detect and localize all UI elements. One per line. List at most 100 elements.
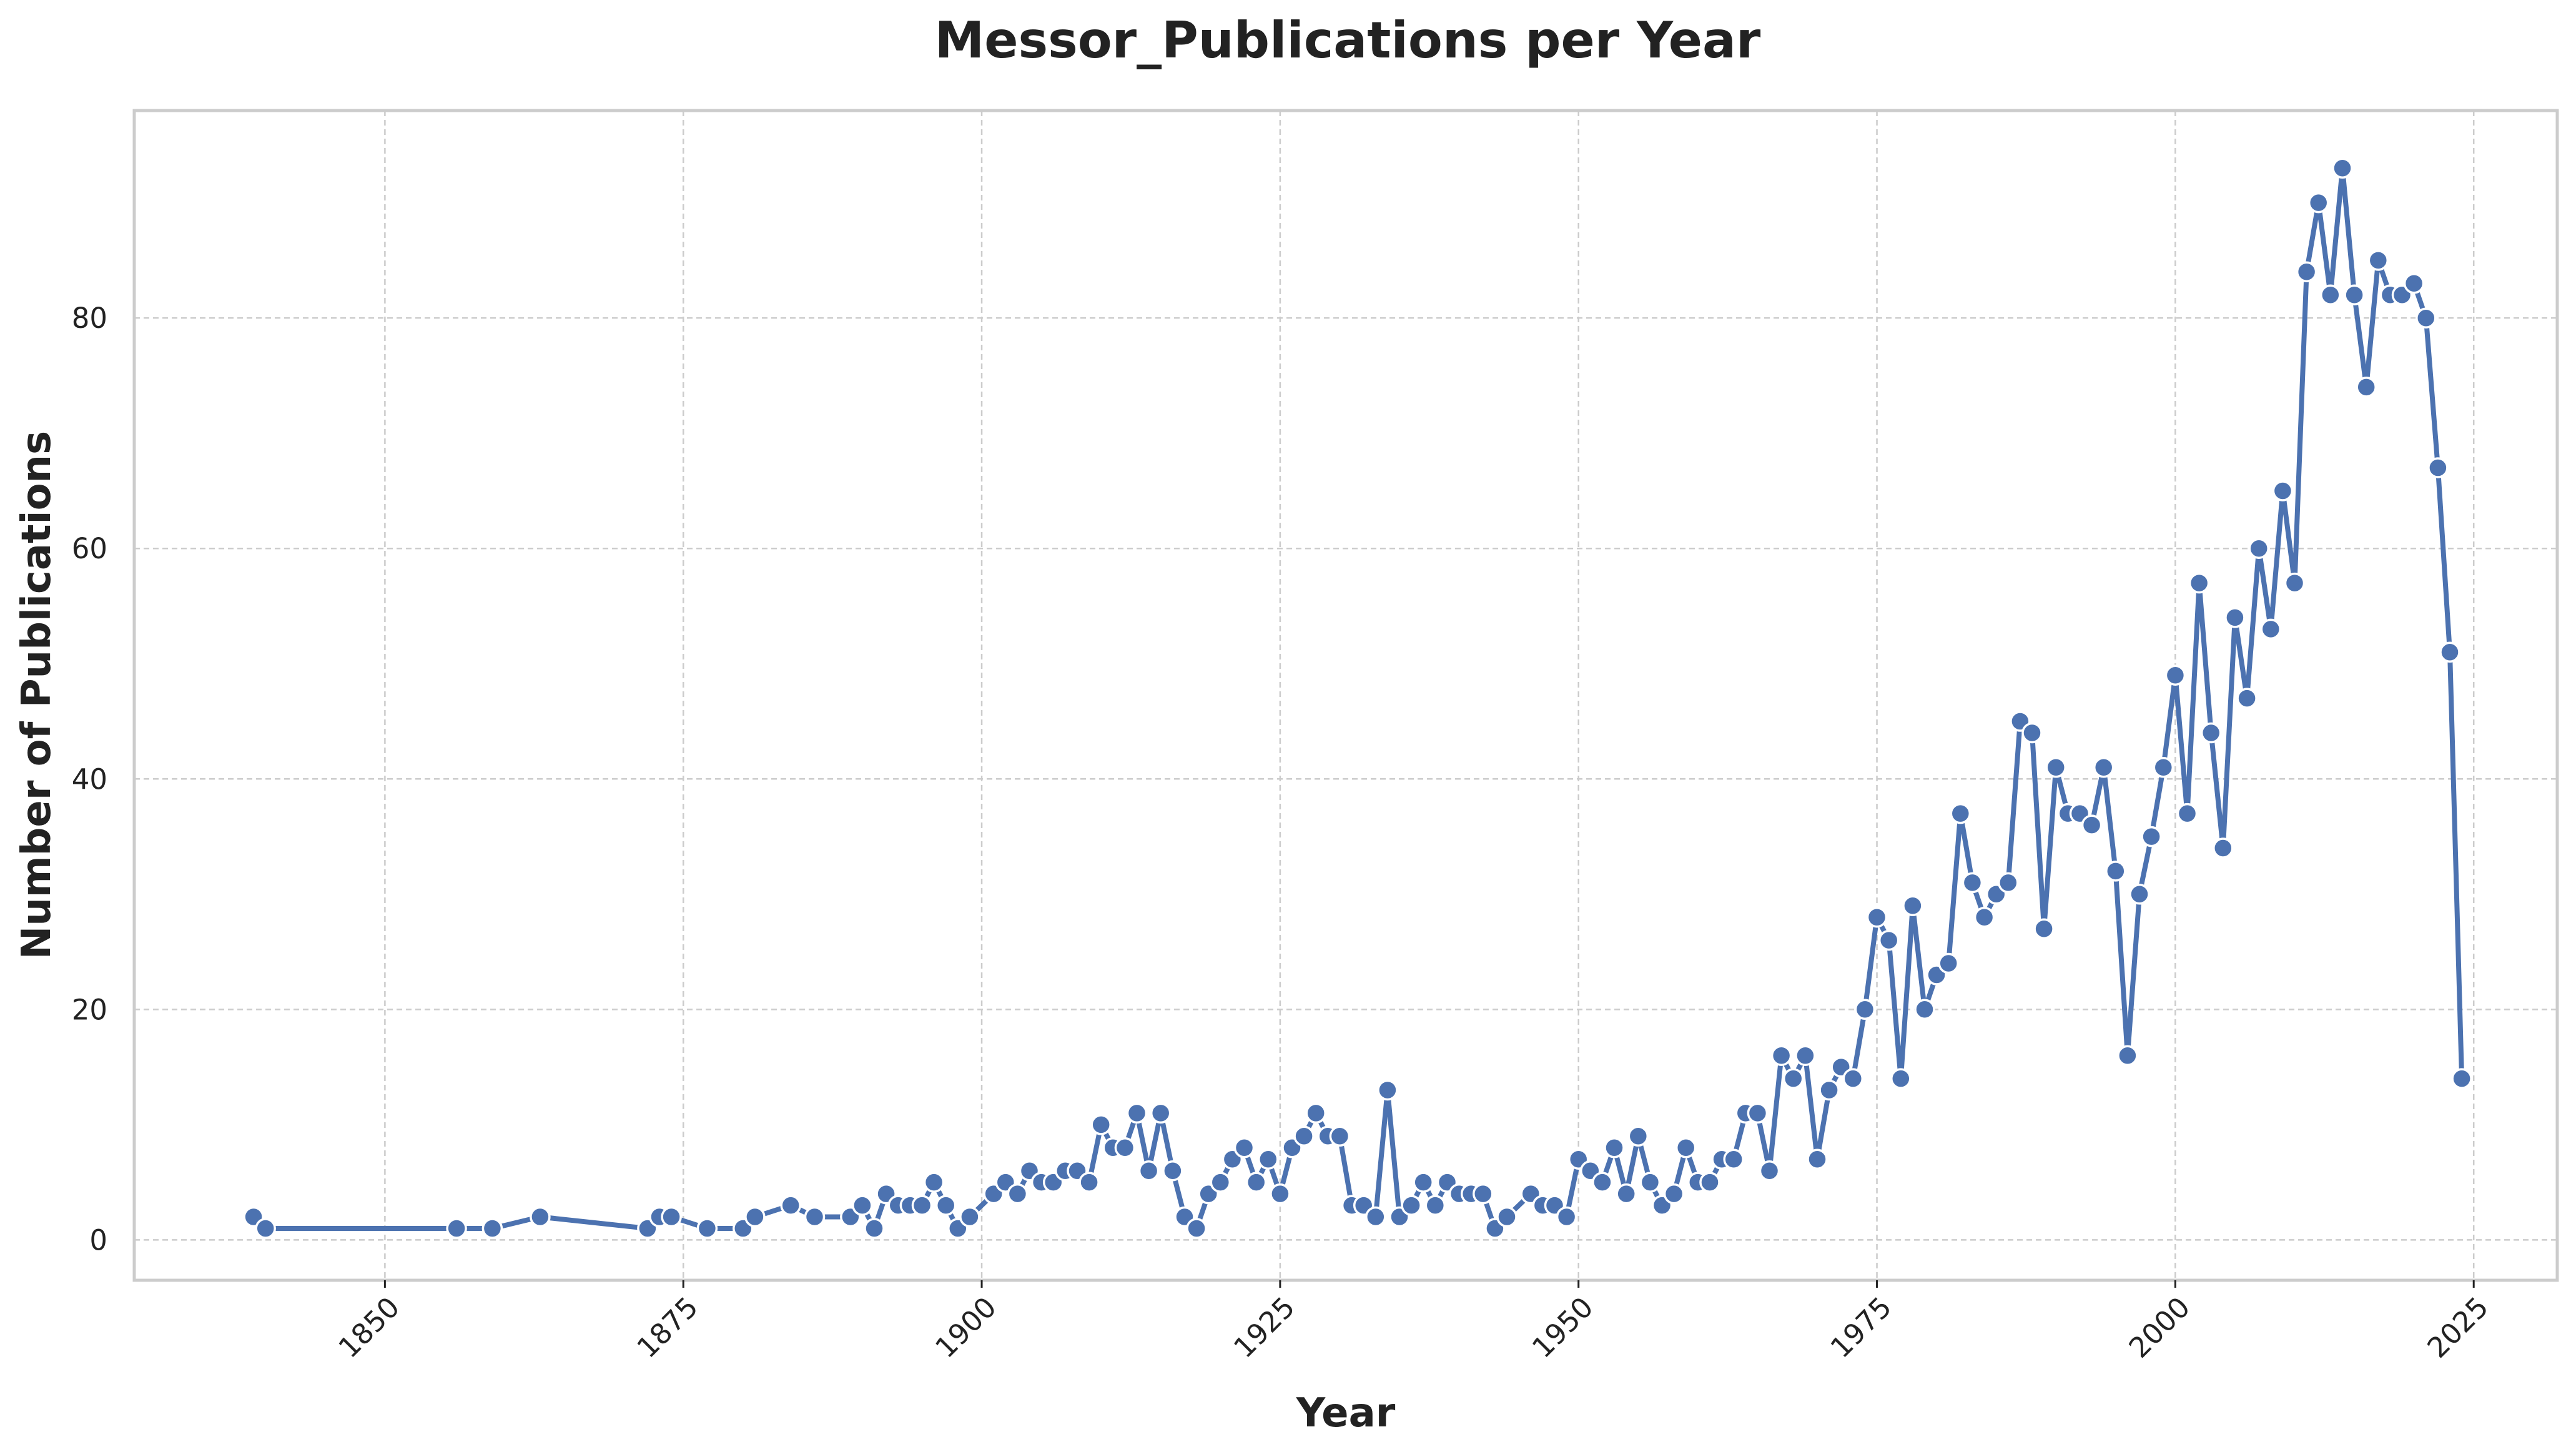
data-point [2356, 377, 2377, 398]
data-point [1592, 1172, 1613, 1193]
x-axis-label: Year [1296, 1390, 1396, 1436]
data-point [1245, 1172, 1267, 1193]
x-tick-label: 1925 [1227, 1290, 1301, 1364]
data-point [1270, 1183, 1291, 1205]
data-point [780, 1195, 801, 1216]
y-tick-label: 40 [72, 763, 107, 796]
data-point [2105, 861, 2126, 882]
data-point [959, 1206, 980, 1228]
data-point [530, 1206, 551, 1228]
grid-lines [134, 111, 2557, 1280]
data-point [2188, 572, 2210, 594]
data-point [1424, 1195, 1446, 1216]
data-point [1998, 872, 2019, 894]
data-point [2141, 826, 2162, 847]
series-line [252, 165, 2465, 1231]
data-point [1782, 1068, 1804, 1089]
data-point [1186, 1218, 1207, 1239]
plot-frame [132, 109, 2559, 1282]
data-point [2153, 757, 2174, 778]
data-point [1377, 1079, 1398, 1101]
data-point [1914, 999, 1935, 1020]
y-tick-label: 60 [72, 532, 107, 565]
data-point [2344, 284, 2365, 306]
y-tick-label: 20 [72, 993, 107, 1026]
data-point [852, 1195, 873, 1216]
data-point [1878, 929, 1900, 951]
data-point [1496, 1206, 1517, 1228]
y-axis-ticks: 0 20 40 60 80 [72, 302, 107, 1257]
data-point [2021, 722, 2043, 744]
data-point [2164, 664, 2186, 686]
data-point [923, 1172, 945, 1193]
data-point [2296, 261, 2317, 283]
data-point [2200, 722, 2222, 744]
data-point [2439, 641, 2460, 663]
data-point [1305, 1102, 1326, 1124]
data-point [1747, 1102, 1769, 1124]
x-tick-label: 1850 [332, 1290, 406, 1364]
data-point [1639, 1172, 1661, 1193]
x-tick-label: 1975 [1824, 1290, 1898, 1364]
data-point [1616, 1183, 1637, 1205]
y-tick-label: 0 [89, 1223, 107, 1257]
x-axis-ticks: 1850 1875 1900 1925 1950 1975 2000 2025 [332, 1280, 2495, 1365]
data-point [1556, 1206, 1577, 1228]
data-point [1604, 1137, 1625, 1158]
data-point [1663, 1183, 1685, 1205]
data-point [1258, 1148, 1279, 1170]
data-point [1818, 1079, 1840, 1101]
data-point [2260, 618, 2282, 640]
data-point [1473, 1183, 1494, 1205]
data-point [1854, 999, 1876, 1020]
data-point [2320, 284, 2341, 306]
series-publications [243, 157, 2472, 1239]
data-point [1699, 1172, 1720, 1193]
data-point [2427, 457, 2449, 478]
data-point [1329, 1125, 1351, 1147]
data-point [2236, 688, 2258, 709]
data-point [2248, 538, 2269, 559]
x-tick-label: 2025 [2421, 1290, 2495, 1364]
data-point [744, 1206, 766, 1228]
data-point [2081, 814, 2103, 836]
x-tick-label: 1950 [1526, 1290, 1599, 1364]
data-point [911, 1195, 933, 1216]
data-point [804, 1206, 826, 1228]
data-point [1365, 1206, 1386, 1228]
data-point [1902, 895, 1923, 917]
data-point [1950, 803, 1971, 824]
data-point [481, 1218, 503, 1239]
data-point [1675, 1137, 1697, 1158]
data-point [696, 1218, 718, 1239]
data-point [1150, 1102, 1172, 1124]
data-point [1759, 1160, 1780, 1182]
data-point [1007, 1183, 1029, 1205]
data-point [1114, 1137, 1136, 1158]
data-point [1401, 1195, 1422, 1216]
data-point [1795, 1045, 1816, 1066]
data-point [864, 1218, 885, 1239]
data-point [1866, 906, 1888, 928]
data-point [1962, 872, 1983, 894]
y-axis-label: Number of Publications [14, 431, 60, 959]
data-point [2033, 918, 2055, 939]
data-point [2403, 273, 2425, 294]
data-point [255, 1218, 276, 1239]
data-point [1126, 1102, 1148, 1124]
data-point [446, 1218, 467, 1239]
data-point [1138, 1160, 1160, 1182]
data-point [1090, 1114, 1112, 1135]
data-point [1162, 1160, 1183, 1182]
data-point [1210, 1172, 1231, 1193]
chart-title: Messor_Publications per Year [935, 11, 1761, 69]
data-point [2416, 307, 2437, 328]
data-point [1627, 1125, 1649, 1147]
data-point [2176, 803, 2198, 824]
data-point [935, 1195, 957, 1216]
data-point [2093, 757, 2115, 778]
data-point [2284, 572, 2306, 594]
data-point [1078, 1172, 1100, 1193]
data-point [1842, 1068, 1864, 1089]
